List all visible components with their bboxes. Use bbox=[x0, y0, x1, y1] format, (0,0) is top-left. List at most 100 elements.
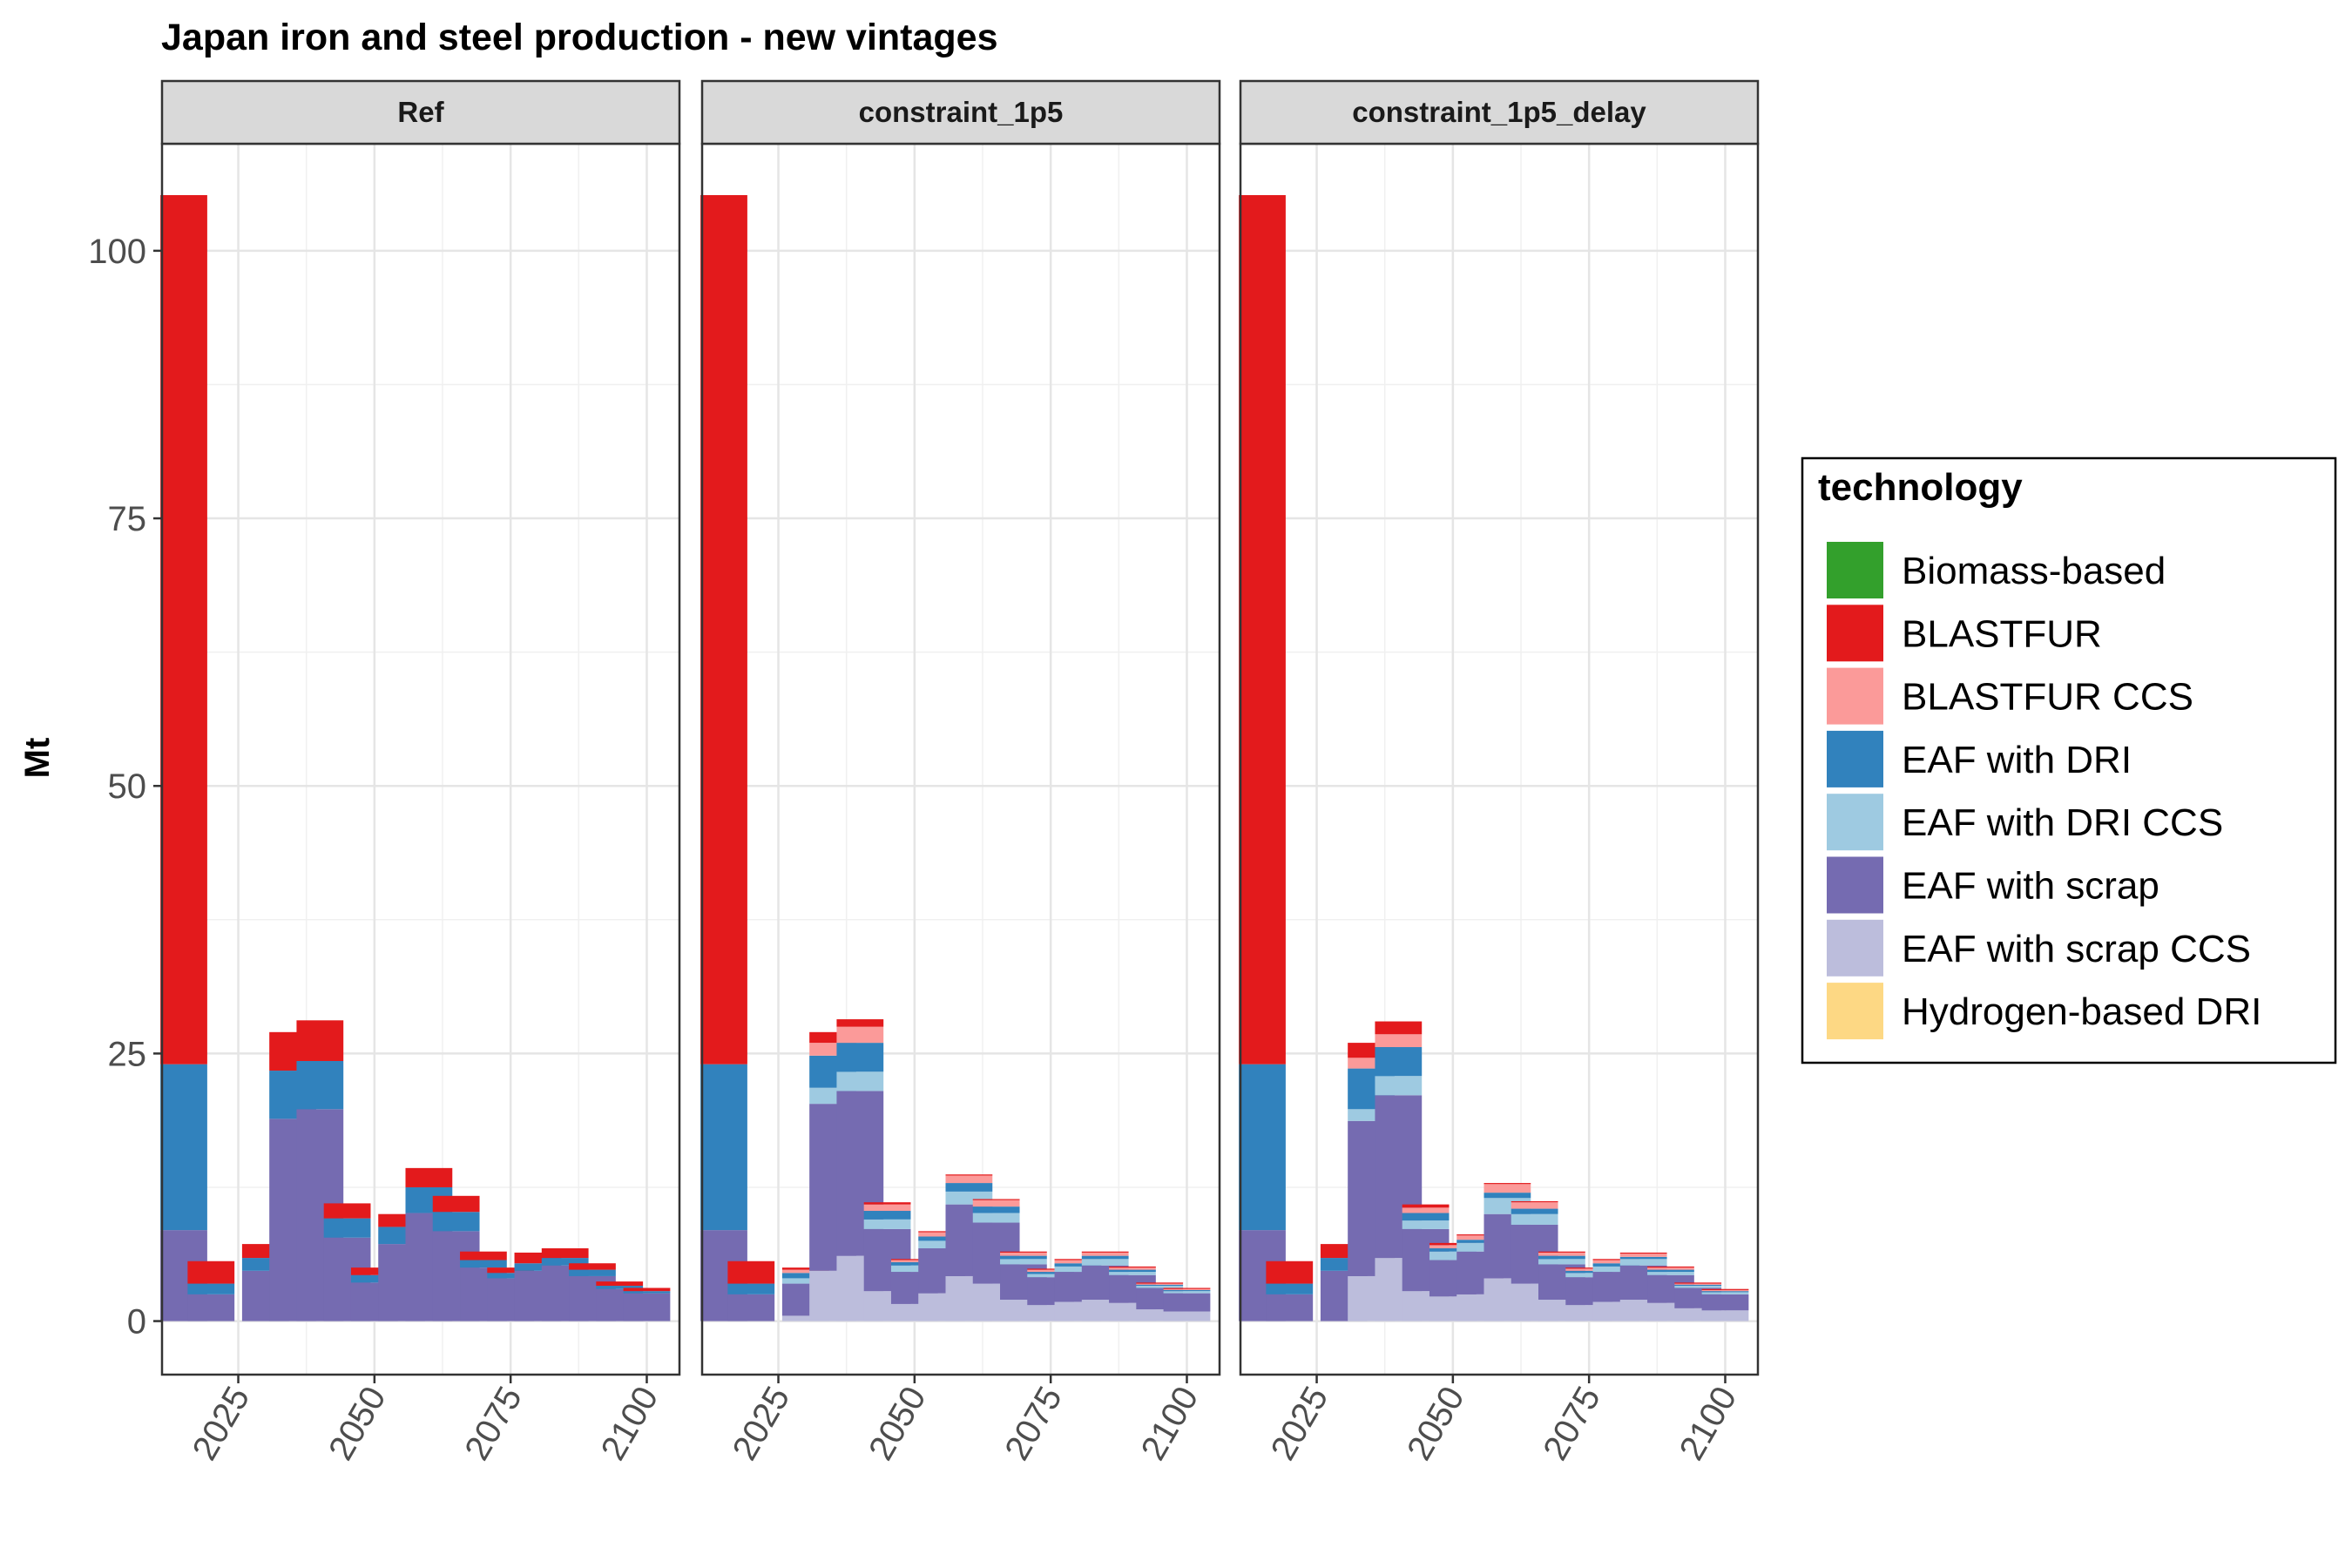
bar-segment bbox=[1647, 1267, 1694, 1270]
facet-strip-label: Ref bbox=[397, 96, 444, 128]
legend-label: Biomass-based bbox=[1902, 550, 2166, 592]
bar-segment bbox=[1592, 1263, 1640, 1267]
bar-segment bbox=[1538, 1255, 1585, 1260]
bar-segment bbox=[1054, 1266, 1102, 1273]
y-tick-label: 50 bbox=[108, 767, 147, 806]
bar-segment bbox=[700, 194, 747, 1064]
legend-key bbox=[1827, 730, 1883, 787]
bar-segment bbox=[187, 1260, 235, 1284]
chart-title: Japan iron and steel production - new vi… bbox=[161, 17, 998, 58]
bar-segment bbox=[350, 1274, 398, 1283]
bar-segment bbox=[918, 1236, 966, 1241]
facet-panel-Ref: Ref 2025 2050 2075 2100 bbox=[160, 79, 681, 1467]
bar-segment bbox=[781, 1315, 829, 1321]
bar-segment bbox=[863, 1219, 911, 1229]
bar-segment bbox=[727, 1283, 775, 1294]
bar-segment bbox=[187, 1283, 235, 1294]
bar-segment bbox=[1266, 1283, 1314, 1294]
bar-segment bbox=[569, 1269, 616, 1276]
bar-segment bbox=[1163, 1291, 1211, 1294]
legend-items: Biomass-based BLASTFUR BLASTFUR CCS EAF wit… bbox=[1827, 542, 2261, 1040]
panel-background bbox=[1240, 144, 1758, 1375]
x-tick-label: 2025 bbox=[1264, 1381, 1336, 1467]
bar-segment bbox=[1163, 1311, 1211, 1321]
bar-segment bbox=[1538, 1252, 1585, 1256]
bar-segment bbox=[1456, 1234, 1504, 1236]
bar-segment bbox=[1375, 1047, 1423, 1077]
bar-segment bbox=[836, 1026, 884, 1044]
bar-segment bbox=[623, 1288, 671, 1292]
bar-segment bbox=[460, 1260, 507, 1268]
bar-segment bbox=[863, 1204, 911, 1212]
x-tick-label: 2025 bbox=[186, 1381, 258, 1467]
bar-segment bbox=[460, 1251, 507, 1260]
bar-segment bbox=[487, 1267, 535, 1274]
bar-segment bbox=[972, 1199, 1020, 1200]
facet-strip bbox=[700, 79, 1221, 145]
bar-segment bbox=[323, 1218, 371, 1238]
legend-key bbox=[1827, 919, 1883, 977]
legend-label: BLASTFUR CCS bbox=[1902, 676, 2193, 719]
bar-segment bbox=[1674, 1283, 1722, 1285]
bar-segment bbox=[623, 1291, 671, 1294]
bar-segment bbox=[1163, 1288, 1211, 1290]
legend-title: technology bbox=[1818, 466, 2023, 509]
bar-segment bbox=[1136, 1282, 1184, 1284]
bar-segment bbox=[1163, 1289, 1211, 1292]
bar-segment bbox=[1674, 1282, 1722, 1284]
bar-segment bbox=[1511, 1208, 1558, 1214]
bar-segment bbox=[350, 1267, 398, 1275]
bar-segment bbox=[890, 1265, 938, 1273]
bar-segment bbox=[1647, 1269, 1694, 1273]
facet-strip-label: constraint_1p5 bbox=[859, 96, 1064, 128]
bar-segment bbox=[1000, 1251, 1047, 1253]
y-tick-label: 25 bbox=[108, 1035, 147, 1073]
x-tick-label: 2075 bbox=[457, 1381, 530, 1467]
bar-segment bbox=[781, 1273, 829, 1279]
facet-panels: Ref 2025 2050 2075 2100 constraint_1p5 2025 205… bbox=[160, 79, 1760, 1467]
bar-segment bbox=[1674, 1286, 1722, 1288]
x-tick-label: 2075 bbox=[997, 1381, 1070, 1467]
legend: technology Biomass-based BLASTFUR BLASTFUR… bbox=[1801, 456, 2337, 1064]
bar-segment bbox=[1701, 1310, 1749, 1321]
bar-segment bbox=[863, 1211, 911, 1220]
bar-segment bbox=[1239, 194, 1286, 1064]
bar-segment bbox=[1163, 1293, 1211, 1312]
facet-strip bbox=[160, 79, 681, 145]
bar-segment bbox=[160, 1064, 207, 1231]
bar-segment bbox=[187, 1294, 235, 1321]
bar-segment bbox=[1081, 1251, 1129, 1253]
bar-segment bbox=[700, 1064, 747, 1231]
bar-segment bbox=[1081, 1259, 1129, 1266]
legend-key bbox=[1827, 983, 1883, 1040]
bar-segment bbox=[1429, 1248, 1477, 1252]
y-tick-label: 75 bbox=[108, 500, 147, 538]
bar-segment bbox=[836, 1043, 884, 1072]
bar-segment bbox=[596, 1286, 644, 1289]
bar-segment bbox=[1701, 1291, 1749, 1293]
bar-segment bbox=[1429, 1245, 1477, 1249]
x-tick-label: 2100 bbox=[594, 1381, 666, 1467]
bar-segment bbox=[1511, 1202, 1558, 1209]
bar-segment bbox=[1456, 1240, 1504, 1243]
bar-segment bbox=[1027, 1274, 1075, 1278]
x-tick-label: 2050 bbox=[862, 1381, 934, 1467]
bar-segment bbox=[1136, 1286, 1184, 1288]
bar-segment bbox=[1054, 1263, 1102, 1267]
bar-segment bbox=[836, 1071, 884, 1092]
bar-segment bbox=[296, 1020, 344, 1061]
bar-segment bbox=[296, 1060, 344, 1110]
bar-segment bbox=[1136, 1284, 1184, 1287]
bar-segment bbox=[1511, 1200, 1558, 1203]
bar-segment bbox=[945, 1175, 993, 1184]
bar-segment bbox=[1565, 1270, 1613, 1274]
facet-panel-constraint_1p5_delay: constraint_1p5_delay 2025 2050 2075 2100 bbox=[1239, 79, 1760, 1467]
legend-key bbox=[1827, 542, 1883, 598]
bar-segment bbox=[890, 1259, 938, 1260]
bar-segment bbox=[1375, 1021, 1423, 1035]
legend-label: EAF with DRI CCS bbox=[1902, 801, 2223, 844]
bar-segment bbox=[945, 1183, 993, 1192]
legend-key bbox=[1827, 605, 1883, 662]
x-tick-label: 2075 bbox=[1536, 1381, 1608, 1467]
bar-segment bbox=[160, 194, 207, 1064]
